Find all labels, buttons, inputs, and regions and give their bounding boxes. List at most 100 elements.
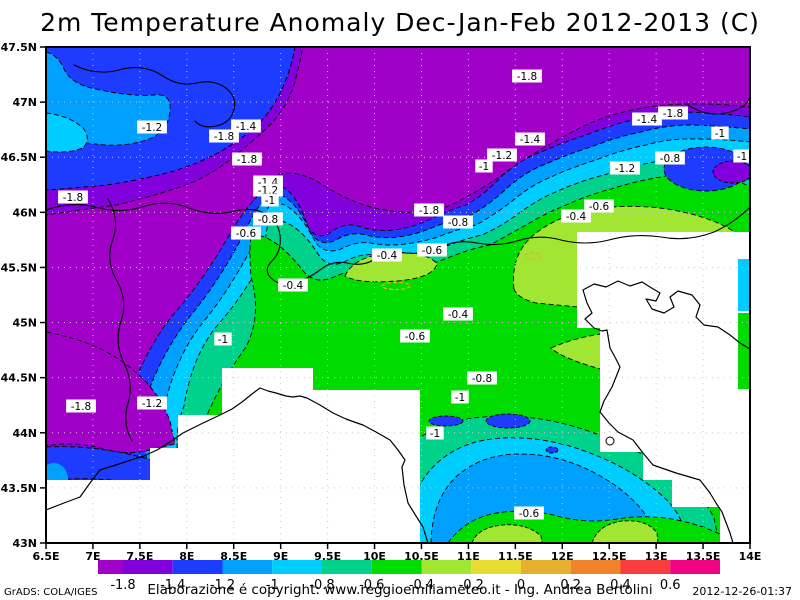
y-axis-label: 43.5N [1, 482, 37, 495]
region-ne-violet-core [712, 160, 750, 184]
contour-label-value: -1 [430, 428, 440, 440]
y-axis-label: 44.5N [1, 372, 37, 385]
border-austria-ne [687, 96, 750, 115]
colorbar-tick-label: -1 [266, 578, 279, 593]
contour-label-box [632, 112, 662, 126]
border-france-italy [107, 198, 133, 442]
contour-label-value: -0.6 [519, 508, 540, 520]
copyright-text: Elaborazione é copyright: www.reggioemil… [147, 582, 653, 598]
contour-label-box [414, 203, 444, 217]
contour-label-value: -1.8 [71, 401, 92, 413]
y-axis-label: 45N [12, 317, 37, 330]
border-alpine-chain [46, 202, 750, 285]
colorbar-tick-label: -0.2 [459, 578, 484, 593]
contour-label-box [467, 371, 497, 385]
colorbar-segment [222, 560, 273, 574]
region-bottom-ygreen-spot [471, 524, 543, 543]
contour-label-value: -0.6 [589, 201, 610, 213]
y-axis-label: 46N [12, 206, 37, 219]
contour-label-value: -1.8 [214, 131, 235, 143]
contour-label-value: -1.2 [142, 122, 163, 134]
axes: 6.5E 7E 7.5E 8E 8.5E 9E 9.5E 10E 10.5E 11E 11.5E 12… [1, 41, 762, 563]
colorbar-segment [123, 560, 173, 574]
y-axis-label: 43N [12, 537, 37, 550]
x-axis-label: 8.5E [220, 550, 247, 563]
x-axis-label: 7.5E [126, 550, 153, 563]
contour-label-box [214, 332, 232, 346]
contour-label-value: -1 [265, 195, 275, 207]
contour-label-value: -1.2 [615, 163, 636, 175]
y-axis-label: 46.5N [1, 151, 37, 164]
region-adriatic-green-strip [738, 313, 750, 389]
colorbar-segment [272, 560, 322, 574]
contour-label-box [561, 209, 591, 223]
colorbar-segment [670, 560, 720, 574]
contour-label-value: -0.8 [660, 153, 681, 165]
x-axis-label: 9E [273, 550, 288, 563]
contour-label-value: -0.4 [377, 250, 398, 262]
colorbar-segment [172, 560, 223, 574]
contour-label-value: -1.2 [142, 398, 163, 410]
contour-label-value: -1.8 [63, 192, 84, 204]
contour-label-value: -0.6 [236, 228, 257, 240]
region-blue-topleft [46, 47, 296, 191]
contour-label-box [475, 159, 493, 173]
contour-label-value: -1 [737, 151, 747, 163]
contour-label-box [443, 215, 473, 229]
contour-label-box [451, 390, 469, 404]
colorbar-legend: -1.8 -1.4 -1.2 -1 -0.8 -0.6 -0.4 -0.2 0 0.2 0.4 0.6 [98, 560, 720, 593]
contour-label-box [232, 152, 262, 166]
grads-version-text: GrADS: COLA/IGES [4, 587, 98, 598]
contour-label-box [426, 426, 444, 440]
contour-label-box [610, 161, 640, 175]
x-axis-label: 10.5E [404, 550, 439, 563]
contour-value-labels: -1.8-1.2 -1.4-1.8-1.8-1.4-1.2-1-0.8-0.6-1… [58, 69, 750, 520]
island-outline [605, 436, 615, 446]
trieste-istria-coastline [582, 280, 750, 350]
colorbar-tick-label: 0 [517, 578, 525, 593]
colorbar-tick-label: 0.2 [560, 578, 581, 593]
contour-label-value: -0.4 [566, 211, 587, 223]
contour-label-box [514, 506, 544, 520]
border-switzerland [73, 64, 236, 128]
region-south-blue-core [545, 446, 559, 454]
chart-title: 2m Temperature Anomaly Dec-Jan-Feb 2012-… [40, 8, 760, 37]
contour-label-box [372, 248, 402, 262]
contour-label-box [66, 399, 96, 413]
colorbar-tick-label: -1.8 [110, 578, 135, 593]
coastlines-borders [46, 64, 750, 543]
x-axis-label: 12.5E [592, 550, 627, 563]
contour-label-box [261, 193, 279, 207]
contour-label-value: -1.8 [419, 205, 440, 217]
timestamp-text: 2012-12-26-01:37 [692, 585, 792, 598]
contour-label-box [515, 132, 545, 146]
contour-label-value: -1 [715, 128, 725, 140]
colorbar-tick-label: -0.4 [409, 578, 434, 593]
x-axis-label: 13E [645, 550, 668, 563]
contour-label-box [443, 307, 473, 321]
y-axis-label: 44N [12, 427, 37, 440]
x-axis-label: 13.5E [686, 550, 721, 563]
colorbar-tick-label: 0.6 [660, 578, 681, 593]
contour-label-box [487, 148, 517, 162]
contour-label-value: -1.2 [492, 150, 513, 162]
colorbar-tick-label: 0.4 [610, 578, 631, 593]
colorbar-segment [371, 560, 422, 574]
region-bottom-ygreen-spot [591, 520, 659, 543]
contour-label-box [400, 329, 430, 343]
axis-ticks-and-labels: 6.5E 7E 7.5E 8E 8.5E 9E 9.5E 10E 10.5E 11E 11.5E 12… [1, 41, 762, 563]
colorbar-segment [521, 560, 571, 574]
colorbar-tick-label: -1.4 [160, 578, 185, 593]
contour-label-box [137, 396, 167, 410]
region-adriatic-cyan-strip [738, 259, 750, 311]
x-axis-label: 11E [457, 550, 480, 563]
x-axis-label: 6.5E [32, 550, 59, 563]
contour-label-box [417, 243, 447, 257]
contour-label-box [209, 129, 239, 143]
contour-label-box [278, 278, 308, 292]
contour-minus02 [381, 281, 411, 291]
plot-frame [45, 46, 751, 544]
x-axis-label: 10E [363, 550, 386, 563]
